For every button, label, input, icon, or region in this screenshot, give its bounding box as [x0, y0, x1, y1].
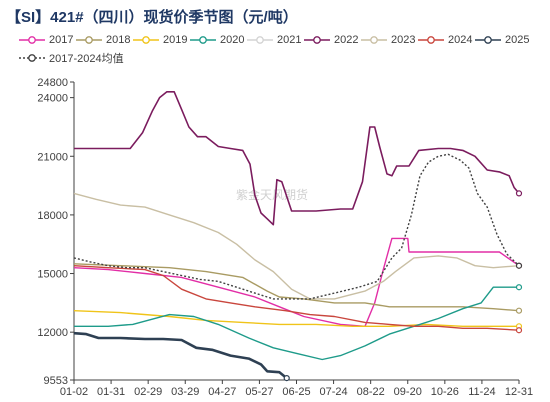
legend-item-2022[interactable]: 2022 — [303, 33, 358, 47]
series-line-2024 — [73, 265, 520, 331]
y-tick-label: 18000 — [37, 210, 68, 222]
x-tick-label: 04-27 — [208, 386, 236, 398]
series-end-marker — [283, 375, 290, 382]
x-tick-label: 11-24 — [468, 386, 495, 398]
x-tick-label: 03-29 — [171, 386, 199, 398]
legend-label: 2017 — [49, 34, 74, 46]
watermark: 紫金天风期货 — [236, 187, 308, 202]
series-line-2022 — [74, 91, 520, 226]
series-line-2019 — [73, 310, 519, 327]
legend-label: 2017-2024均值 — [49, 53, 124, 65]
y-tick-label: 24000 — [37, 93, 68, 105]
series-end-marker — [515, 307, 523, 314]
legend-swatch-icon — [76, 36, 102, 44]
legend-item-2017[interactable]: 2017 — [18, 33, 73, 47]
legend-swatch-icon — [133, 36, 159, 44]
x-tick-label: 12-31 — [505, 386, 533, 398]
x-tick-label: 08-22 — [357, 386, 385, 398]
legend-item-2019[interactable]: 2019 — [132, 33, 187, 47]
y-tick-label: 15000 — [37, 269, 68, 281]
series-line-2020 — [74, 286, 519, 361]
legend-swatch-icon — [304, 36, 330, 44]
legend-label: 2023 — [391, 34, 416, 46]
series-end-marker — [515, 262, 523, 269]
y-tick-label: 12000 — [37, 327, 68, 339]
chart-title: 【SI】421#（四川）现货价季节图（元/吨） — [6, 9, 298, 26]
legend-label: 2025 — [505, 34, 530, 46]
x-tick-label: 01-02 — [60, 386, 88, 398]
series-end-marker — [515, 327, 523, 334]
series-line-2025 — [73, 331, 288, 380]
legend-swatch-icon — [19, 54, 45, 62]
legend-label: 2019 — [163, 34, 188, 46]
legend-swatch-icon — [475, 36, 501, 44]
legend-swatch-icon — [247, 36, 273, 44]
y-tick-label: 21000 — [37, 151, 68, 163]
series-end-marker — [515, 190, 523, 197]
legend-item-2020[interactable]: 2020 — [189, 33, 244, 47]
series-line-2017-2024均值 — [73, 153, 520, 300]
y-tick-label: 9553 — [44, 375, 68, 387]
legend-item-2023[interactable]: 2023 — [360, 33, 415, 47]
x-tick-label: 06-25 — [282, 386, 310, 398]
legend-label: 2020 — [220, 34, 245, 46]
legend-label: 2018 — [106, 34, 131, 46]
legend-label: 2021 — [277, 34, 302, 46]
series-line-2023 — [73, 192, 520, 300]
legend-item-2021[interactable]: 2021 — [246, 33, 301, 47]
legend-swatch-icon — [190, 36, 216, 44]
legend-swatch-icon — [19, 36, 45, 44]
x-tick-label: 10-26 — [431, 386, 459, 398]
legend-item-2025[interactable]: 2025 — [474, 33, 529, 47]
legend-item-2024[interactable]: 2024 — [417, 33, 472, 47]
series-line-2018 — [73, 263, 520, 312]
series-end-marker — [515, 284, 523, 291]
x-tick-label: 07-24 — [320, 386, 348, 398]
x-tick-label: 01-31 — [97, 386, 125, 398]
legend-item-2017-2024均值[interactable]: 2017-2024均值 — [18, 51, 124, 65]
legend-label: 2022 — [334, 34, 359, 46]
x-tick-label: 02-29 — [134, 386, 162, 398]
legend-swatch-icon — [361, 36, 387, 44]
x-tick-label: 05-27 — [245, 386, 273, 398]
legend-item-2018[interactable]: 2018 — [75, 33, 130, 47]
y-tick-label: 24800 — [37, 77, 68, 89]
legend-label: 2024 — [448, 34, 473, 46]
x-tick-label: 09-20 — [394, 386, 422, 398]
legend-swatch-icon — [418, 36, 444, 44]
